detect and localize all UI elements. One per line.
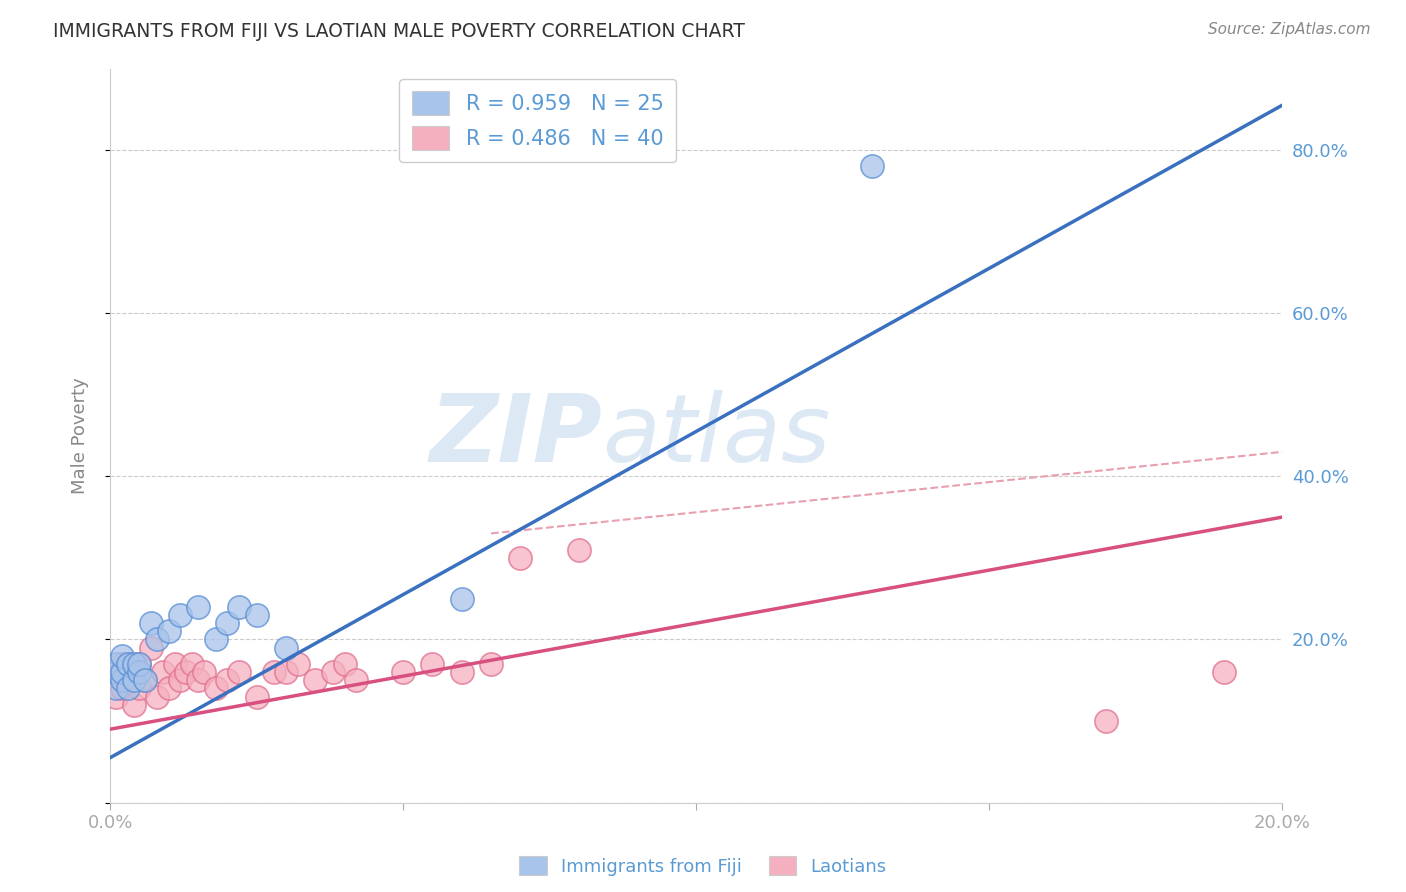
Point	[117, 657, 139, 671]
Point	[111, 648, 134, 663]
Point	[157, 624, 180, 639]
Point	[111, 673, 134, 688]
Text: IMMIGRANTS FROM FIJI VS LAOTIAN MALE POVERTY CORRELATION CHART: IMMIGRANTS FROM FIJI VS LAOTIAN MALE POV…	[53, 22, 745, 41]
Point	[263, 665, 285, 679]
Point	[187, 673, 209, 688]
Point	[479, 657, 502, 671]
Point	[193, 665, 215, 679]
Point	[111, 657, 134, 671]
Point	[450, 665, 472, 679]
Point	[122, 673, 145, 688]
Point	[122, 665, 145, 679]
Point	[128, 681, 150, 696]
Point	[274, 665, 297, 679]
Point	[344, 673, 367, 688]
Point	[128, 665, 150, 679]
Point	[169, 607, 191, 622]
Point	[422, 657, 444, 671]
Point	[146, 632, 169, 647]
Point	[217, 616, 239, 631]
Point	[111, 681, 134, 696]
Point	[163, 657, 186, 671]
Point	[181, 657, 204, 671]
Point	[245, 607, 267, 622]
Point	[117, 657, 139, 671]
Point	[134, 673, 156, 688]
Point	[509, 550, 531, 565]
Point	[228, 599, 250, 614]
Point	[104, 665, 127, 679]
Text: ZIP: ZIP	[429, 390, 602, 482]
Point	[157, 681, 180, 696]
Point	[174, 665, 197, 679]
Point	[304, 673, 326, 688]
Point	[860, 160, 883, 174]
Legend: R = 0.959   N = 25, R = 0.486   N = 40: R = 0.959 N = 25, R = 0.486 N = 40	[399, 78, 676, 162]
Point	[104, 690, 127, 704]
Point	[152, 665, 174, 679]
Point	[568, 542, 591, 557]
Point	[146, 690, 169, 704]
Point	[122, 657, 145, 671]
Point	[128, 657, 150, 671]
Point	[117, 681, 139, 696]
Point	[122, 698, 145, 712]
Point	[128, 657, 150, 671]
Text: Source: ZipAtlas.com: Source: ZipAtlas.com	[1208, 22, 1371, 37]
Y-axis label: Male Poverty: Male Poverty	[72, 377, 89, 494]
Point	[204, 681, 226, 696]
Point	[217, 673, 239, 688]
Point	[169, 673, 191, 688]
Point	[104, 681, 127, 696]
Point	[392, 665, 415, 679]
Text: atlas: atlas	[602, 390, 831, 481]
Legend: Immigrants from Fiji, Laotians: Immigrants from Fiji, Laotians	[512, 849, 894, 883]
Point	[187, 599, 209, 614]
Point	[111, 665, 134, 679]
Point	[287, 657, 309, 671]
Point	[274, 640, 297, 655]
Point	[322, 665, 344, 679]
Point	[104, 657, 127, 671]
Point	[104, 665, 127, 679]
Point	[333, 657, 356, 671]
Point	[1095, 714, 1118, 728]
Point	[134, 673, 156, 688]
Point	[228, 665, 250, 679]
Point	[450, 591, 472, 606]
Point	[139, 616, 162, 631]
Point	[117, 673, 139, 688]
Point	[204, 632, 226, 647]
Point	[1212, 665, 1234, 679]
Point	[139, 640, 162, 655]
Point	[245, 690, 267, 704]
